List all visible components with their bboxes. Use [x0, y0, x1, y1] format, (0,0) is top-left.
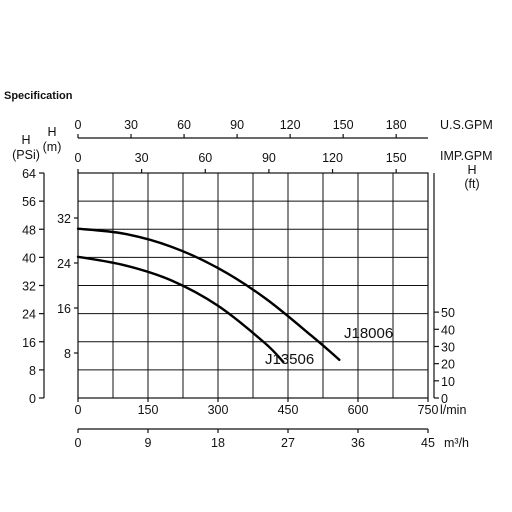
tick-label-ft: 20: [441, 358, 455, 372]
specification-title: Specification: [4, 90, 73, 102]
tick-label-ft: 50: [441, 306, 455, 320]
tick-label-psi: 64: [22, 167, 36, 181]
tick-label-psi: 56: [22, 195, 36, 209]
tick-label-usgpm: 180: [386, 118, 407, 132]
tick-label-lpm: 0: [75, 403, 82, 417]
tick-label-psi: 32: [22, 280, 36, 294]
tick-label-m3h: 18: [211, 436, 225, 450]
tick-label-impgpm: 0: [75, 151, 82, 165]
tick-label-m3h: 36: [351, 436, 365, 450]
tick-label-head-m: 32: [57, 212, 71, 226]
tick-label-ft: 10: [441, 375, 455, 389]
tick-label-m3h: 9: [145, 436, 152, 450]
tick-label-m3h: 0: [75, 436, 82, 450]
tick-label-psi: 8: [29, 364, 36, 378]
tick-label-usgpm: 30: [124, 118, 138, 132]
tick-label-usgpm: 150: [333, 118, 354, 132]
m3h-axis-label: m³/h: [444, 436, 469, 450]
tick-label-impgpm: 60: [198, 151, 212, 165]
tick-label-usgpm: 90: [230, 118, 244, 132]
tick-label-head-m: 24: [57, 257, 71, 271]
head-ft-label-unit: (ft): [464, 177, 479, 191]
curves: [76, 227, 341, 364]
tick-label-lpm: 300: [208, 403, 229, 417]
tick-label-impgpm: 90: [262, 151, 276, 165]
tick-label-impgpm: 150: [386, 151, 407, 165]
tick-label-impgpm: 30: [135, 151, 149, 165]
series-label-j13506: J13506: [265, 351, 314, 368]
tick-label-lpm: 600: [348, 403, 369, 417]
tick-label-m3h: 45: [421, 436, 435, 450]
head-psi-label-unit: (PSi): [12, 148, 40, 162]
tick-label-head-m: 16: [57, 302, 71, 316]
head-m-label-letter: H: [47, 125, 56, 139]
tick-label-psi: 48: [22, 223, 36, 237]
head-ft-label-letter: H: [467, 163, 476, 177]
tick-label-ft: 30: [441, 340, 455, 354]
tick-label-lpm: 450: [278, 403, 299, 417]
tick-label-ft: 0: [441, 392, 448, 406]
impgpm-axis-label: IMP.GPM: [440, 149, 493, 163]
tick-label-m3h: 27: [281, 436, 295, 450]
tick-label-ft: 40: [441, 323, 455, 337]
series-line-j18006: [76, 227, 341, 361]
series-line-j13506: [76, 255, 285, 364]
head-m-label-unit: (m): [43, 140, 62, 154]
lpm-axis-label: l/min: [440, 403, 466, 417]
tick-label-psi: 24: [22, 308, 36, 322]
grid: [77, 172, 429, 399]
tick-label-lpm: 150: [138, 403, 159, 417]
tick-label-usgpm: 60: [177, 118, 191, 132]
usgpm-axis-label: U.S.GPM: [440, 118, 493, 132]
tick-label-head-m: 8: [64, 347, 71, 361]
tick-label-impgpm: 120: [322, 151, 343, 165]
tick-label-lpm: 750: [418, 403, 439, 417]
tick-label-usgpm: 0: [75, 118, 82, 132]
tick-label-psi: 0: [29, 392, 36, 406]
tick-label-usgpm: 120: [280, 118, 301, 132]
tick-label-psi: 16: [22, 336, 36, 350]
head-psi-label-letter: H: [21, 133, 30, 147]
tick-label-psi: 40: [22, 251, 36, 265]
series-label-j18006: J18006: [344, 325, 393, 342]
